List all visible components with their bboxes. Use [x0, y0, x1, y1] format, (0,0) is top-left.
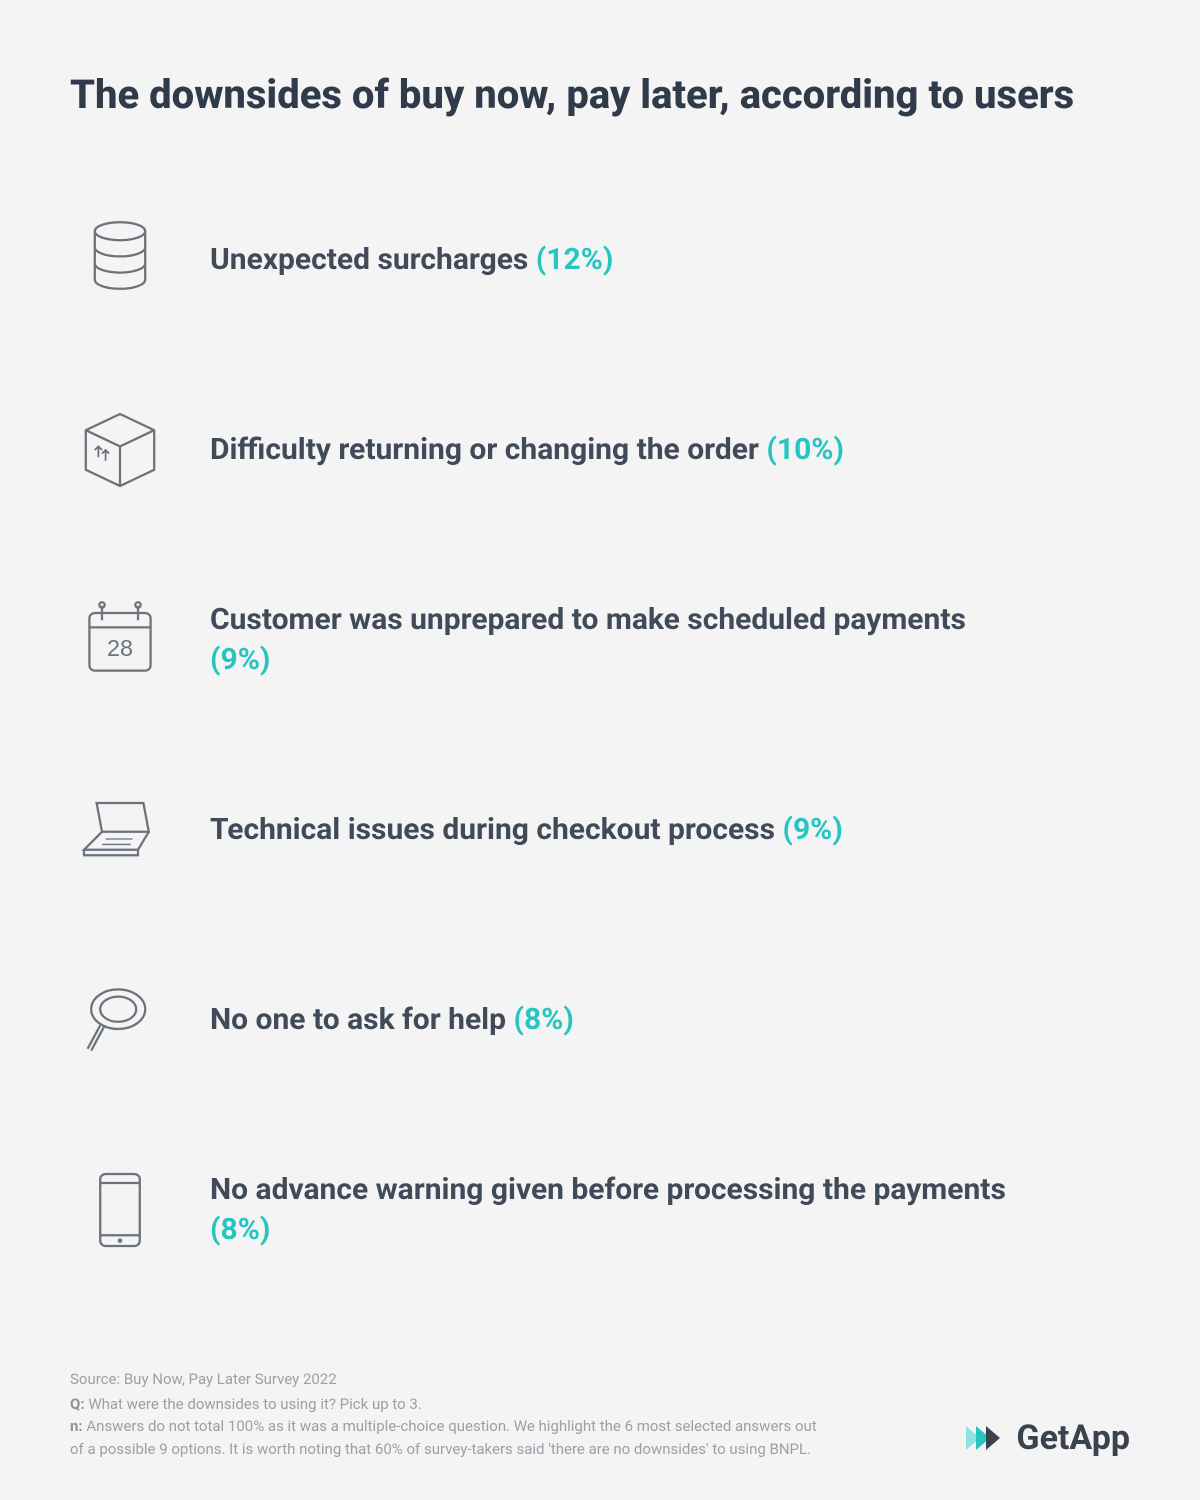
- item-label: No one to ask for help: [210, 1002, 506, 1037]
- list-item: Technical issues during checkout process…: [70, 780, 1130, 880]
- list-item: Unexpected surcharges (12%): [70, 210, 1130, 310]
- page-title: The downsides of buy now, pay later, acc…: [70, 70, 1130, 120]
- item-text: Customer was unprepared to make schedule…: [210, 600, 1030, 681]
- question-line: Q: What were the downsides to using it? …: [70, 1393, 830, 1416]
- brand-name: GetApp: [1016, 1418, 1130, 1458]
- item-text: Difficulty returning or changing the ord…: [210, 430, 844, 471]
- brand-logo: GetApp: [962, 1416, 1130, 1460]
- note-line: n: Answers do not total 100% as it was a…: [70, 1415, 830, 1460]
- package-icon: [70, 400, 170, 500]
- source-line: Source: Buy Now, Pay Later Survey 2022: [70, 1368, 830, 1391]
- item-label: No advance warning given before processi…: [210, 1172, 1006, 1207]
- item-label: Unexpected surcharges: [210, 242, 528, 277]
- item-label: Technical issues during checkout process: [210, 812, 775, 847]
- laptop-icon: [70, 780, 170, 880]
- item-text: Technical issues during checkout process…: [210, 810, 843, 851]
- items-list: Unexpected surcharges (12%) Difficulty r…: [70, 210, 1130, 1260]
- item-pct: (8%): [513, 1002, 573, 1037]
- item-label: Customer was unprepared to make schedule…: [210, 602, 966, 637]
- item-label: Difficulty returning or changing the ord…: [210, 432, 759, 467]
- item-pct: (9%): [782, 812, 842, 847]
- item-text: Unexpected surcharges (12%): [210, 240, 613, 281]
- calendar-icon: 28: [70, 590, 170, 690]
- database-icon: [70, 210, 170, 310]
- item-text: No one to ask for help (8%): [210, 1000, 574, 1041]
- item-pct: (12%): [536, 242, 614, 277]
- tablet-icon: [70, 1160, 170, 1260]
- q-text: What were the downsides to using it? Pic…: [88, 1395, 422, 1413]
- q-label: Q:: [70, 1395, 85, 1413]
- list-item: No advance warning given before processi…: [70, 1160, 1130, 1260]
- list-item: No one to ask for help (8%): [70, 970, 1130, 1070]
- item-pct: (8%): [210, 1212, 270, 1247]
- item-pct: (10%): [766, 432, 844, 467]
- item-pct: (9%): [210, 642, 270, 677]
- n-text: Answers do not total 100% as it was a mu…: [70, 1417, 817, 1458]
- n-label: n:: [70, 1417, 83, 1435]
- footnotes: Source: Buy Now, Pay Later Survey 2022 Q…: [70, 1368, 830, 1460]
- magnify-icon: [70, 970, 170, 1070]
- list-item: 28 Customer was unprepared to make sched…: [70, 590, 1130, 690]
- chevrons-icon: [962, 1416, 1006, 1460]
- footer: Source: Buy Now, Pay Later Survey 2022 Q…: [70, 1368, 1130, 1460]
- svg-text:28: 28: [107, 635, 133, 661]
- list-item: Difficulty returning or changing the ord…: [70, 400, 1130, 500]
- item-text: No advance warning given before processi…: [210, 1170, 1030, 1251]
